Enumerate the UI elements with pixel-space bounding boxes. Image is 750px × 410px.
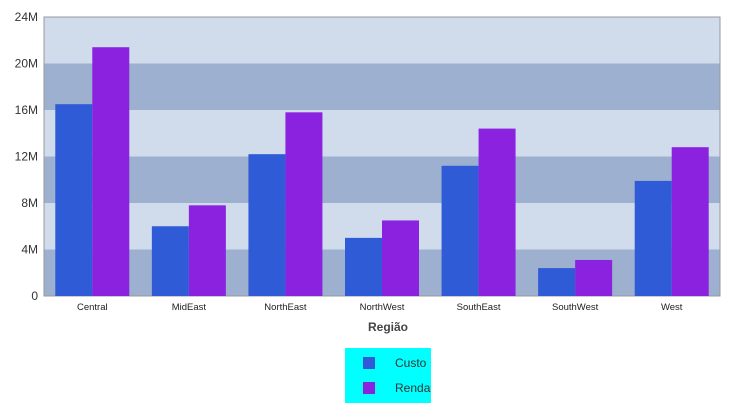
grid-band-3 <box>44 110 720 157</box>
grid-band-2 <box>44 156 720 203</box>
bar-renda-southeast <box>478 128 516 296</box>
legend-swatch-custo <box>363 357 375 369</box>
bar-custo-northeast <box>248 154 286 296</box>
bar-renda-central <box>92 47 130 296</box>
bar-custo-northwest <box>345 237 382 296</box>
grid-band-5 <box>44 17 720 64</box>
x-tick-label: NorthWest <box>360 302 405 313</box>
y-tick-label: 24M <box>15 10 38 24</box>
legend-label-renda: Renda <box>395 381 431 395</box>
y-axis-ticks: 0 4M 8M 12M 16M 20M 24M <box>15 10 39 303</box>
bar-custo-central <box>55 104 93 296</box>
x-tick-label: West <box>661 302 683 313</box>
bars <box>55 47 709 296</box>
x-tick-label: Central <box>77 302 108 313</box>
y-tick-label: 16M <box>15 103 38 117</box>
legend-background <box>345 348 431 403</box>
bar-renda-southwest <box>575 259 613 296</box>
x-tick-label: SouthEast <box>457 302 501 313</box>
bar-renda-mideast <box>188 205 226 296</box>
x-tick-label: NorthEast <box>264 302 307 313</box>
bar-custo-west <box>634 180 672 296</box>
x-axis-labels: Central MidEast NorthEast NorthWest SouthEas… <box>77 302 683 313</box>
y-tick-label: 8M <box>21 196 38 210</box>
bar-custo-southeast <box>441 165 479 296</box>
bar-renda-northeast <box>285 112 323 296</box>
grid-band-4 <box>44 63 720 110</box>
y-tick-label: 12M <box>15 150 38 164</box>
plot-bands <box>44 17 720 296</box>
bar-custo-southwest <box>538 268 576 296</box>
y-tick-label: 0 <box>31 289 38 303</box>
x-axis-title: Região <box>368 320 408 334</box>
bar-custo-mideast <box>151 226 189 296</box>
y-tick-label: 20M <box>15 57 38 71</box>
legend: Custo Renda <box>345 348 431 403</box>
bar-renda-west <box>671 147 709 296</box>
legend-swatch-renda <box>363 382 375 394</box>
x-tick-label: MidEast <box>172 302 207 313</box>
y-tick-label: 4M <box>21 243 38 257</box>
bar-renda-northwest <box>382 220 419 296</box>
x-tick-label: SouthWest <box>552 302 599 313</box>
legend-label-custo: Custo <box>395 356 427 370</box>
